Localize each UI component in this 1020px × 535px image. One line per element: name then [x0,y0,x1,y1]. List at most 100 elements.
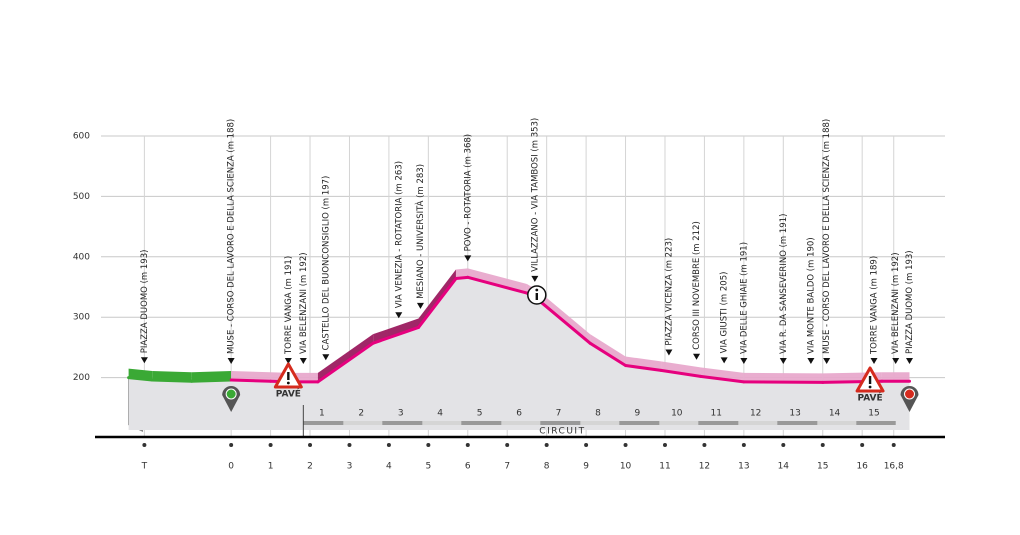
lap-number: 14 [829,409,841,419]
x-tick-label: 4 [386,462,392,472]
lap-number: 10 [671,409,683,419]
x-tick-dot [308,443,313,447]
waypoint-label: VIA DELLE GHIAIE (m 191) [739,242,749,354]
x-tick-label: 13 [738,462,749,472]
x-tick-dot [465,443,470,447]
x-tick-dot [229,443,234,447]
x-tick-dot [860,443,865,447]
x-tick-label: 6 [465,462,471,472]
lap-number: 4 [437,409,443,419]
waypoint-marker [665,349,673,356]
waypoint-marker [779,358,787,364]
warning-mark [287,372,290,380]
waypoint-marker [906,358,914,364]
profile-relief [625,356,662,371]
waypoint-marker [284,358,292,364]
pin-dot [225,388,237,400]
profile-relief [317,334,374,382]
warning-mark [868,376,872,384]
waypoint-label: VIA BELENZANI (m 192) [891,252,901,354]
profile-line [466,275,529,295]
circuit-label: CIRCUIT [539,427,585,437]
waypoint-marker [531,275,539,282]
y-tick-label: 200 [73,373,90,383]
x-tick-dot [702,443,707,447]
x-tick-dot [891,443,896,447]
profile-line [624,364,663,372]
x-tick-label: 16 [856,462,868,472]
profile-line [454,275,470,281]
waypoint-marker [395,312,403,319]
lap-number: 3 [398,409,404,419]
x-tick-label: 15 [817,462,828,472]
waypoint-label: VIA MONTE BALDO (m 190) [806,237,816,354]
waypoint-marker [740,358,748,364]
profile-line [127,376,154,382]
waypoint-label: PIAZZA DUOMO (m 193) [140,250,150,354]
info-icon-mark [535,293,539,300]
profile-line [588,341,628,368]
waypoint-marker [823,358,831,364]
waypoint-marker [299,358,307,364]
profile-line [150,378,194,383]
waypoint-marker [892,358,900,364]
y-tick-label: 300 [73,313,90,323]
profile-relief [467,268,527,294]
waypoint-marker [416,302,424,309]
waypoint-label: VIA VENEZIA - ROTATORIA (m 263) [394,161,404,308]
x-tick-dot [623,443,628,447]
waypoint-label: MUSE - CORSO DEL LAVORO E DELLA SCIENZA … [227,119,237,354]
warning-mark [868,385,872,389]
lap-number: 5 [477,409,483,419]
x-tick-dot [426,443,431,447]
lap-number: 7 [556,409,562,419]
profile-line [698,374,746,384]
waypoint-label: VIA GIUSTI (m 205) [720,272,730,354]
lap-number: 8 [595,409,601,419]
profile-relief [373,318,419,344]
x-tick-dot [386,443,391,447]
waypoint-label: CASTELLO DEL BUONCONSIGLIO (m 197) [321,176,331,351]
waypoint-label: MUSE - CORSO DEL LAVORO E DELLA SCIENZA … [822,119,832,354]
lap-number: 11 [711,409,722,419]
waypoint-marker [227,358,235,364]
profile-line [659,368,702,378]
profile-relief [455,268,468,279]
x-tick-dot [820,443,825,447]
waypoint-marker [807,358,815,364]
x-tick-label: 8 [544,462,550,472]
pave-label: PAVÉ [857,392,882,404]
profile-relief [152,371,192,382]
waypoint-label: TORRE VANGA (m 191) [284,256,294,355]
x-tick-dot [142,443,147,447]
profile-relief [191,371,232,382]
info-icon-mark [535,288,539,292]
waypoint-label: VIA R. DA SANSEVERINO (m 191) [779,214,789,354]
lap-number: 6 [516,409,522,419]
profile-relief [881,372,910,382]
x-tick-dot [268,443,273,447]
x-tick-label: 16,8 [884,462,904,472]
profile-line [537,298,592,345]
x-tick-label: 2 [307,462,313,472]
waypoint-marker [464,255,472,262]
profile-line [416,277,458,329]
profile-relief [590,334,626,366]
y-tick-label: 400 [73,252,90,262]
x-tick-label: 12 [699,462,710,472]
x-tick-label: T [141,462,148,472]
x-tick-label: 14 [778,462,790,472]
waypoint-marker [693,353,701,360]
profile-line [229,378,273,383]
y-tick-label: 600 [73,132,90,142]
x-tick-dot [347,443,352,447]
waypoint-label: MESIANO - UNIVERSITÀ (m 283) [414,164,426,299]
waypoint-label: POVO - ROTATORIA (m 368) [463,134,473,251]
x-tick-label: 9 [583,462,589,472]
waypoint-label: PIAZZA VICENZA (m 223) [664,238,674,346]
profile-relief [661,361,701,377]
waypoint-label: TORRE VANGA (m 189) [870,256,880,355]
waypoint-label: VILLAZZANO - VIA TAMBOSI (m 353) [530,118,540,272]
pave-label: PAVÉ [276,388,301,400]
